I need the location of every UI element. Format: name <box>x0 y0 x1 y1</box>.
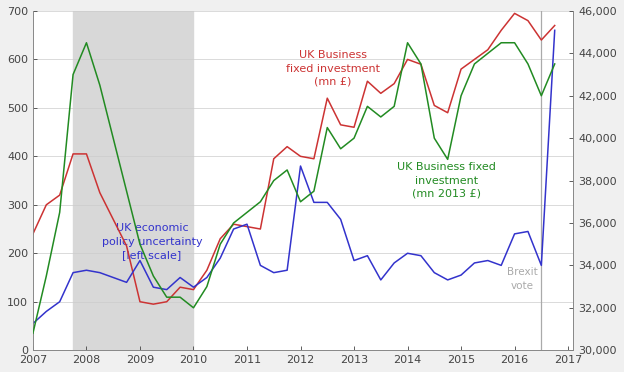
Text: UK Business
fixed investment
(mn £): UK Business fixed investment (mn £) <box>286 51 380 87</box>
Text: UK economic
policy uncertainty
[left scale]: UK economic policy uncertainty [left sca… <box>102 224 202 260</box>
Bar <box>73 11 193 350</box>
Text: UK Business fixed
investment
(mn 2013 £): UK Business fixed investment (mn 2013 £) <box>397 162 496 199</box>
Text: Brexit
vote: Brexit vote <box>507 267 537 291</box>
